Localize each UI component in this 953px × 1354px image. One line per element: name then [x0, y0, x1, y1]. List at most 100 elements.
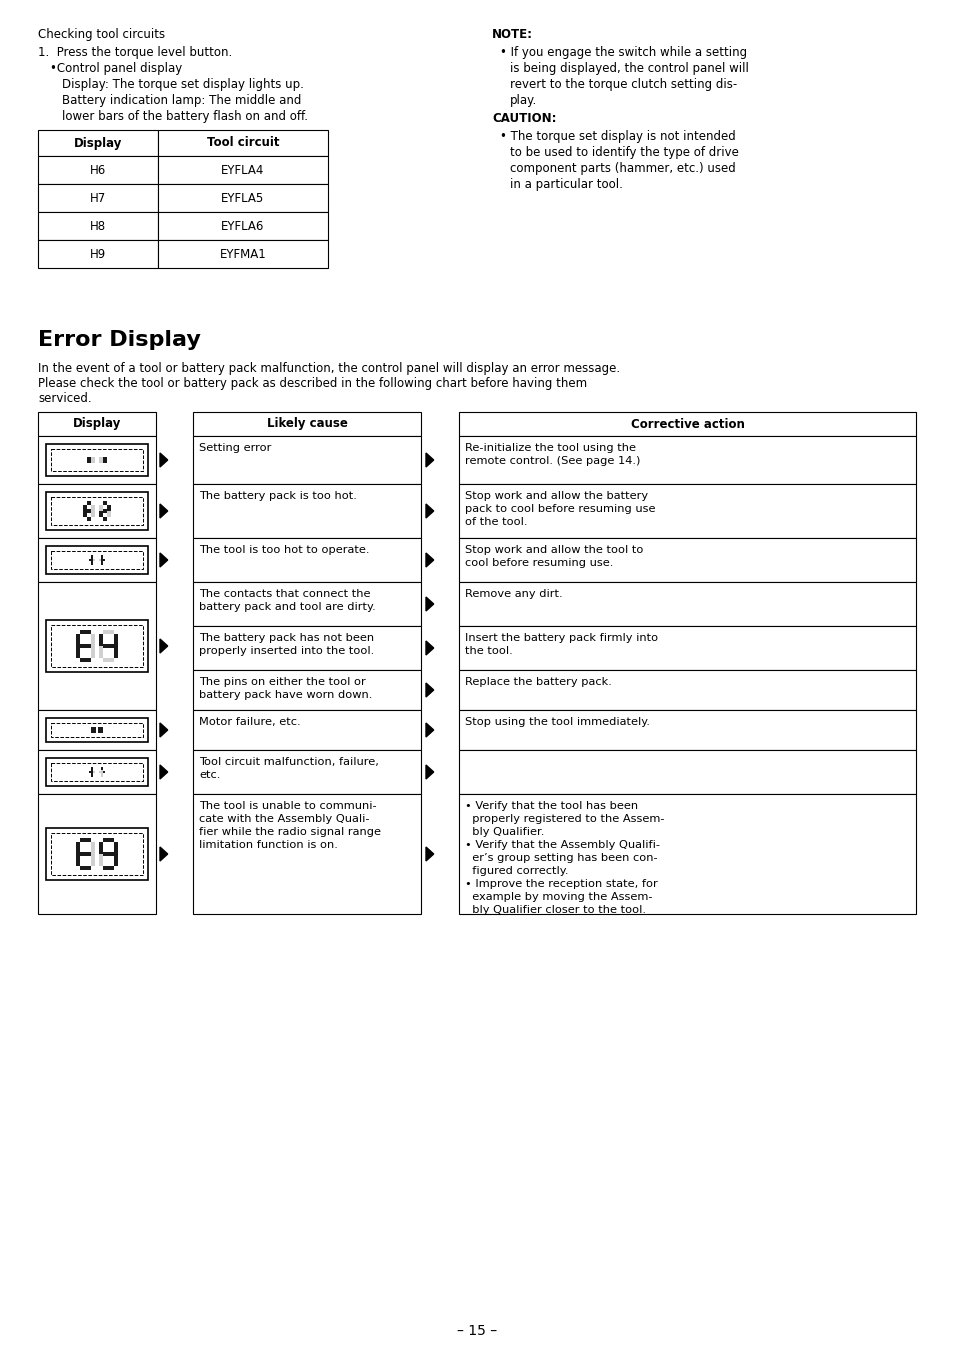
Text: Insert the battery pack firmly into: Insert the battery pack firmly into	[464, 634, 658, 643]
Bar	[99, 854, 103, 867]
Bar	[38, 184, 158, 213]
Bar	[103, 852, 113, 856]
Bar	[101, 773, 103, 777]
Text: lower bars of the battery flash on and off.: lower bars of the battery flash on and o…	[62, 110, 308, 123]
Bar	[38, 582, 156, 709]
Text: remote control. (See page 14.): remote control. (See page 14.)	[464, 456, 639, 466]
Text: • Verify that the tool has been: • Verify that the tool has been	[464, 802, 638, 811]
Bar	[99, 510, 103, 517]
Bar	[46, 620, 148, 672]
Bar	[38, 130, 158, 156]
Text: Checking tool circuits: Checking tool circuits	[38, 28, 165, 41]
Text: of the tool.: of the tool.	[464, 517, 527, 527]
Bar	[46, 444, 148, 477]
Text: Stop work and allow the battery: Stop work and allow the battery	[464, 492, 647, 501]
Polygon shape	[426, 454, 434, 467]
Bar	[91, 727, 96, 731]
Bar	[91, 770, 92, 774]
Bar	[87, 517, 91, 521]
Bar	[38, 240, 158, 268]
Text: The contacts that connect the: The contacts that connect the	[199, 589, 370, 598]
Bar	[458, 436, 915, 483]
Text: Battery indication lamp: The middle and: Battery indication lamp: The middle and	[62, 93, 301, 107]
Bar	[99, 634, 103, 646]
Text: Display: Display	[73, 137, 122, 149]
Text: battery pack and tool are dirty.: battery pack and tool are dirty.	[199, 603, 375, 612]
Bar	[458, 793, 915, 914]
Text: battery pack have worn down.: battery pack have worn down.	[199, 691, 372, 700]
Bar	[91, 634, 95, 646]
Text: fier while the radio signal range: fier while the radio signal range	[199, 827, 380, 837]
Bar	[98, 727, 103, 731]
Text: example by moving the Assem-: example by moving the Assem-	[464, 892, 652, 902]
Text: Stop work and allow the tool to: Stop work and allow the tool to	[464, 546, 642, 555]
Bar	[458, 483, 915, 538]
Bar	[103, 501, 107, 505]
Text: Remove any dirt.: Remove any dirt.	[464, 589, 562, 598]
Text: to be used to identify the type of drive: to be used to identify the type of drive	[510, 146, 739, 158]
Bar	[103, 517, 107, 521]
Text: cool before resuming use.: cool before resuming use.	[464, 558, 613, 567]
Bar	[458, 670, 915, 709]
Bar	[87, 509, 91, 513]
Bar	[91, 842, 95, 854]
Bar	[158, 213, 328, 240]
Bar	[80, 658, 91, 662]
Text: EYFMA1: EYFMA1	[219, 248, 266, 260]
Text: in a particular tool.: in a particular tool.	[510, 177, 622, 191]
Text: – 15 –: – 15 –	[456, 1324, 497, 1338]
Bar	[458, 750, 915, 793]
Text: revert to the torque clutch setting dis-: revert to the torque clutch setting dis-	[510, 79, 737, 91]
Bar	[458, 582, 915, 626]
Bar	[99, 842, 103, 854]
Text: properly inserted into the tool.: properly inserted into the tool.	[199, 646, 374, 655]
Polygon shape	[426, 723, 434, 737]
Bar	[113, 646, 118, 658]
Text: bly Qualifier.: bly Qualifier.	[464, 827, 544, 837]
Bar	[99, 505, 103, 510]
Text: properly registered to the Assem-: properly registered to the Assem-	[464, 814, 664, 825]
Bar	[458, 412, 915, 436]
Bar	[91, 646, 95, 658]
Bar	[91, 555, 92, 559]
Bar	[193, 793, 420, 914]
Text: EYFLA4: EYFLA4	[221, 164, 264, 176]
Text: Display: Display	[72, 417, 121, 431]
Bar	[38, 538, 156, 582]
Bar	[101, 558, 103, 562]
Text: serviced.: serviced.	[38, 393, 91, 405]
Text: Stop using the tool immediately.: Stop using the tool immediately.	[464, 718, 649, 727]
Bar	[107, 510, 111, 517]
Bar	[91, 728, 96, 733]
Bar	[51, 626, 143, 668]
Bar	[193, 436, 420, 483]
Bar	[193, 626, 420, 670]
Bar	[101, 561, 103, 565]
Bar	[51, 723, 143, 737]
Polygon shape	[160, 765, 168, 779]
Bar	[99, 460, 103, 463]
Text: pack to cool before resuming use: pack to cool before resuming use	[464, 504, 655, 515]
Text: er’s group setting has been con-: er’s group setting has been con-	[464, 853, 657, 862]
Text: EYFLA6: EYFLA6	[221, 219, 264, 233]
Bar	[91, 510, 95, 517]
Text: Likely cause: Likely cause	[266, 417, 347, 431]
Bar	[103, 658, 113, 662]
Bar	[193, 670, 420, 709]
Bar	[38, 793, 156, 914]
Bar	[113, 842, 118, 854]
Text: Setting error: Setting error	[199, 443, 271, 454]
Text: •Control panel display: •Control panel display	[50, 62, 182, 74]
Polygon shape	[426, 682, 434, 697]
Bar	[158, 156, 328, 184]
Bar	[51, 551, 143, 569]
Text: Re-initialize the tool using the: Re-initialize the tool using the	[464, 443, 636, 454]
Text: H9: H9	[90, 248, 106, 260]
Polygon shape	[160, 454, 168, 467]
Bar	[98, 728, 103, 733]
Bar	[193, 538, 420, 582]
Bar	[193, 750, 420, 793]
Bar	[103, 460, 107, 463]
Bar	[46, 829, 148, 880]
Bar	[38, 412, 156, 436]
